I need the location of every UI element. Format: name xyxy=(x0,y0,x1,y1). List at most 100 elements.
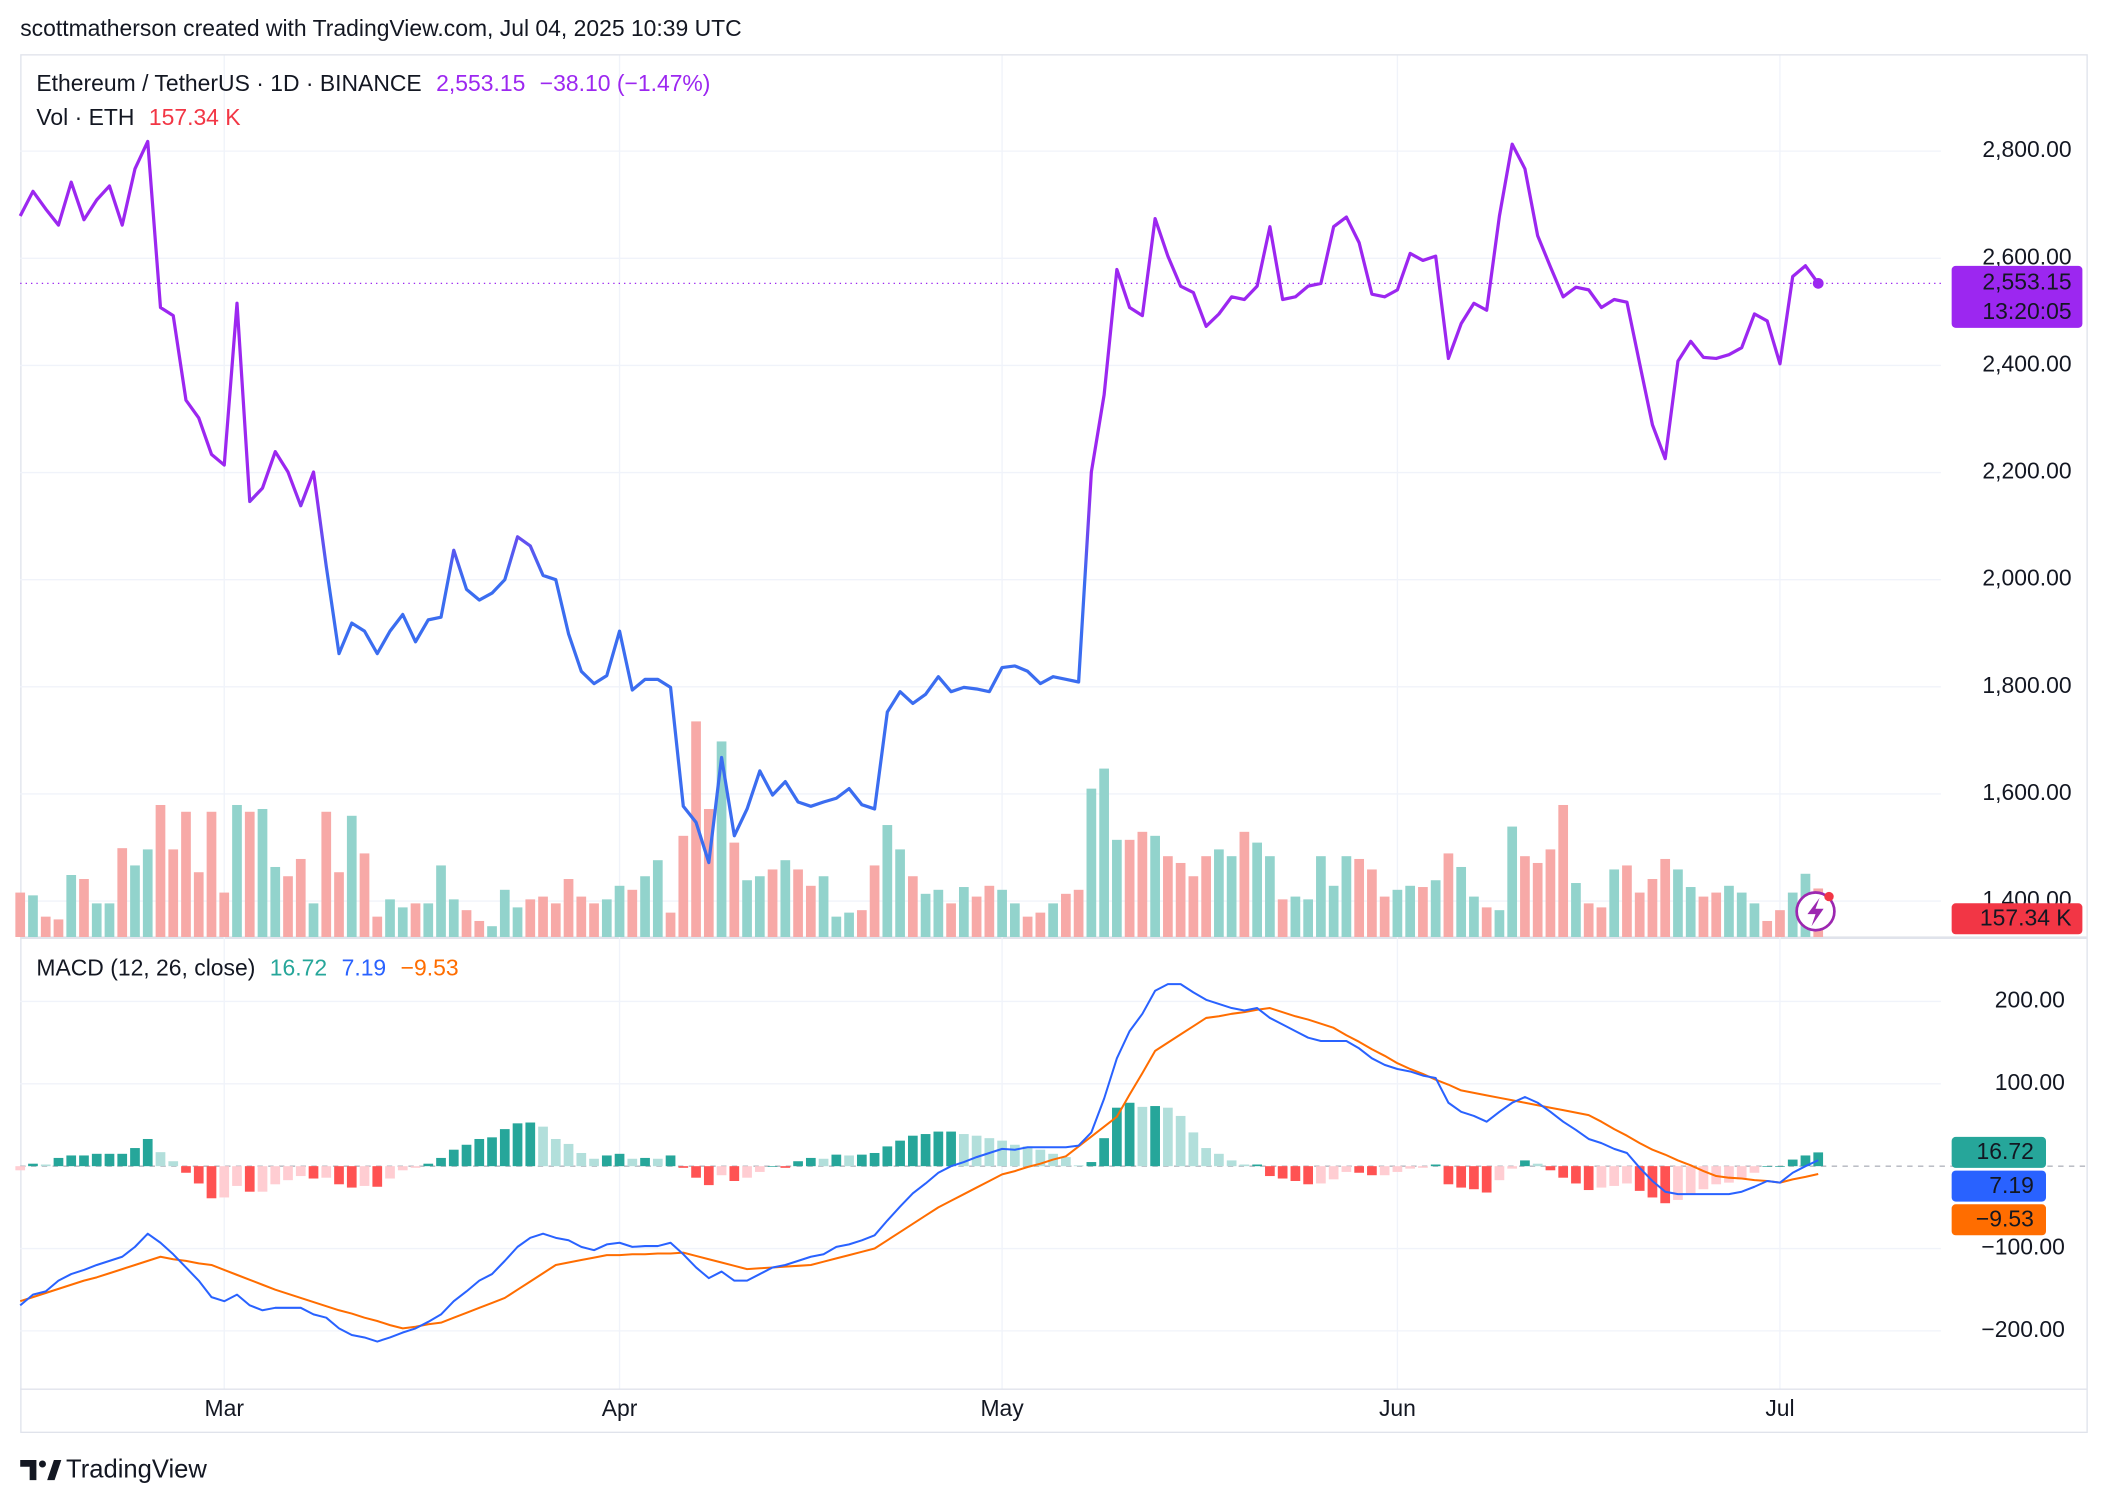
histogram-bar xyxy=(1316,1166,1326,1184)
volume-bar xyxy=(601,899,612,937)
macd-tag-value: 7.19 xyxy=(1989,1172,2034,1198)
histogram-bar xyxy=(920,1134,931,1167)
volume-bar xyxy=(66,875,77,937)
symbol-title: Ethereum / TetherUS · 1D · BINANCE xyxy=(36,70,421,96)
histogram-bar xyxy=(512,1123,523,1167)
histogram-bar xyxy=(1367,1166,1377,1176)
histogram-bar xyxy=(155,1152,166,1167)
histogram-bar xyxy=(1532,1163,1543,1167)
volume-tag-value: 157.34 K xyxy=(1980,905,2072,931)
y-tick-label: 100.00 xyxy=(1995,1069,2065,1095)
histogram-bar xyxy=(767,1166,778,1167)
volume-bar xyxy=(869,865,880,937)
histogram-bar xyxy=(907,1135,918,1167)
macd-line xyxy=(19,983,1819,1343)
volume-bar xyxy=(1150,835,1160,937)
volume-bar xyxy=(665,912,676,937)
volume-bar xyxy=(117,848,128,937)
volume-bar xyxy=(907,876,918,937)
histogram-bar xyxy=(538,1126,548,1167)
histogram-bar xyxy=(1252,1164,1262,1167)
volume-bar xyxy=(1430,880,1441,937)
volume-bar xyxy=(1010,903,1020,937)
histogram-bar xyxy=(461,1144,472,1167)
volume-bar xyxy=(933,889,944,937)
volume-bar xyxy=(818,876,829,937)
histogram-bar xyxy=(206,1166,217,1199)
histogram-bar xyxy=(1634,1166,1645,1191)
histogram-tag-value: 16.72 xyxy=(1977,1138,2034,1164)
volume-bar xyxy=(130,865,140,937)
volume-bar xyxy=(742,880,752,937)
histogram-bar xyxy=(1800,1155,1811,1167)
volume-bar xyxy=(104,903,115,937)
volume-bar xyxy=(1443,853,1454,937)
histogram-bar xyxy=(1622,1166,1632,1184)
volume-bar xyxy=(308,903,319,937)
histogram-bar xyxy=(1022,1146,1033,1167)
volume-bar xyxy=(856,910,867,937)
histogram-bar xyxy=(1673,1166,1683,1200)
volume-bar xyxy=(142,849,153,937)
histogram-bar xyxy=(91,1153,102,1167)
volume-title: Vol · ETH xyxy=(36,104,134,130)
volume-bar xyxy=(946,903,956,937)
volume-bar xyxy=(576,896,587,937)
volume-bar xyxy=(1226,856,1237,937)
histogram-bar xyxy=(1035,1149,1046,1167)
volume-bar xyxy=(15,892,26,937)
histogram-bar xyxy=(1456,1166,1467,1188)
volume-layer xyxy=(15,721,1824,937)
histogram-bar xyxy=(576,1152,587,1167)
volume-bar xyxy=(1379,896,1390,937)
volume-bar xyxy=(525,899,536,937)
histogram-bar xyxy=(359,1166,370,1186)
histogram-bar xyxy=(397,1166,408,1171)
volume-bar xyxy=(1035,912,1046,937)
x-tick-label: Apr xyxy=(602,1395,638,1421)
histogram-bar xyxy=(678,1166,689,1168)
histogram-bar xyxy=(780,1166,791,1168)
histogram-bar xyxy=(1685,1166,1696,1195)
volume-bar xyxy=(448,899,459,937)
histogram-bar xyxy=(1239,1164,1250,1167)
histogram-bar xyxy=(1609,1166,1620,1186)
volume-bar xyxy=(627,889,638,937)
histogram-bar xyxy=(1405,1166,1416,1169)
histogram-bar xyxy=(589,1158,599,1167)
histogram-bar xyxy=(997,1140,1007,1167)
histogram-bar xyxy=(448,1149,459,1167)
histogram-bar xyxy=(1571,1166,1581,1184)
volume-bar xyxy=(1673,869,1683,937)
histogram-bar xyxy=(168,1161,179,1167)
histogram-bar xyxy=(1150,1106,1160,1167)
histogram-bar xyxy=(410,1166,421,1168)
volume-bar xyxy=(385,899,395,937)
histogram-bar xyxy=(818,1158,829,1167)
histogram-bar xyxy=(1520,1160,1530,1167)
histogram-bar xyxy=(1137,1106,1148,1167)
histogram-bar xyxy=(1354,1166,1365,1173)
header: scottmatherson created with TradingView.… xyxy=(20,15,742,41)
volume-bar xyxy=(1405,885,1416,937)
histogram-bar xyxy=(1583,1166,1594,1191)
volume-bar xyxy=(474,920,485,937)
macd-legend: MACD (12, 26, close) 16.72 7.19 −9.53 xyxy=(36,954,458,980)
volume-bar xyxy=(232,804,242,937)
volume-bar xyxy=(1520,856,1530,937)
volume-bar xyxy=(1494,910,1505,937)
volume-bar xyxy=(359,853,370,937)
volume-bar xyxy=(895,849,905,937)
x-tick-label: Mar xyxy=(205,1395,245,1421)
histogram-bar xyxy=(703,1166,714,1186)
volume-bar xyxy=(1724,885,1734,937)
histogram-bar xyxy=(691,1166,701,1178)
histogram-bar xyxy=(1328,1166,1339,1180)
volume-bar xyxy=(1660,858,1671,937)
histogram-bar xyxy=(193,1166,204,1184)
histogram-bar xyxy=(550,1138,561,1167)
volume-bar xyxy=(691,721,701,937)
histogram-bar xyxy=(831,1154,842,1167)
